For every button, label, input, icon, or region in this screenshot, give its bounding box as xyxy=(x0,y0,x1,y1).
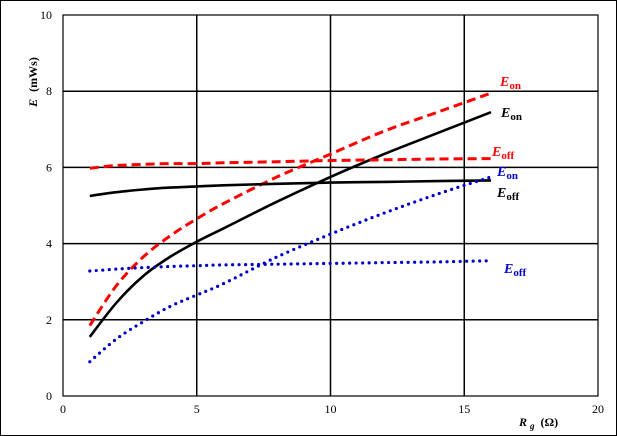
series-label-symbol: E xyxy=(491,145,501,160)
red-dashed-eoff-line xyxy=(89,157,492,170)
y-tick-label: 0 xyxy=(46,389,52,403)
series-label-on: Eon xyxy=(499,75,521,92)
series-label-subscript: off xyxy=(501,150,514,162)
y-axis-label-unit: (mWs) xyxy=(26,57,40,92)
series-label-symbol: E xyxy=(496,165,506,180)
series-label-subscript: on xyxy=(509,80,521,92)
y-tick-label: 2 xyxy=(46,313,52,327)
x-tick-label: 15 xyxy=(458,402,470,416)
x-axis-ticks: 0 5 10 15 20 xyxy=(60,402,604,416)
series-label-off: Eoff xyxy=(503,262,527,279)
series-label-on: Eon xyxy=(500,106,522,123)
series-lines xyxy=(88,91,493,364)
y-axis-label: E (mWs) xyxy=(26,57,40,108)
series-label-subscript: on xyxy=(506,170,518,182)
series-label-symbol: E xyxy=(503,262,513,277)
y-tick-label: 4 xyxy=(46,237,52,251)
series-label-subscript: off xyxy=(513,267,526,279)
x-axis-label-symbol: R xyxy=(518,415,527,429)
blue-dotted-eon-line xyxy=(88,175,493,364)
x-axis-label: R g (Ω) xyxy=(518,415,558,432)
x-tick-label: 0 xyxy=(60,402,66,416)
x-axis-label-subscript: g xyxy=(529,421,535,431)
x-axis-label-unit: (Ω) xyxy=(541,415,559,429)
y-tick-label: 10 xyxy=(40,8,52,22)
series-label-symbol: E xyxy=(496,186,506,201)
y-axis-ticks: 0 2 4 6 8 10 xyxy=(40,8,52,403)
x-tick-label: 20 xyxy=(592,402,604,416)
series-label-off: Eoff xyxy=(491,145,515,162)
y-tick-label: 8 xyxy=(46,84,52,98)
series-label-symbol: E xyxy=(499,75,509,90)
red-dashed-eon-line xyxy=(88,91,492,327)
plot-area xyxy=(62,14,599,397)
series-label-off: Eoff xyxy=(496,186,520,203)
series-label-subscript: on xyxy=(510,111,522,123)
black-solid-eoff-line xyxy=(89,179,492,198)
x-tick-label: 10 xyxy=(325,402,337,416)
blue-dotted-eoff-line xyxy=(88,259,493,273)
series-label-subscript: off xyxy=(506,191,519,203)
series-label-on: Eon xyxy=(496,165,518,182)
series-label-symbol: E xyxy=(500,106,510,121)
black-solid-eon-line xyxy=(88,110,492,338)
x-tick-label: 5 xyxy=(194,402,200,416)
y-tick-label: 6 xyxy=(46,160,52,174)
y-axis-label-symbol: E xyxy=(26,99,40,108)
